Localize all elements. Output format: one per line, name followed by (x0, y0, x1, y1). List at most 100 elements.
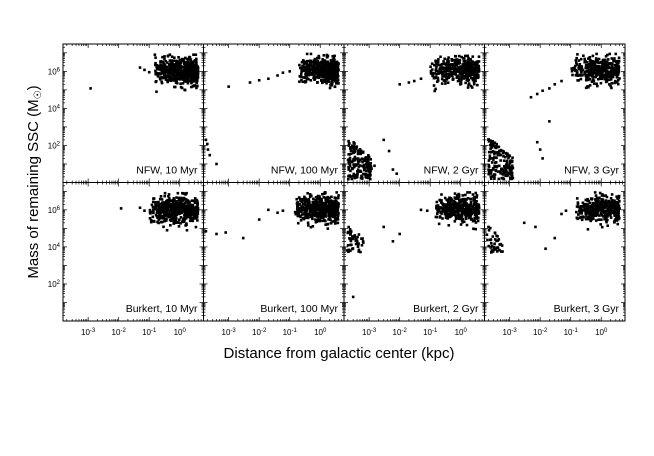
scatter-point-core (355, 237, 358, 241)
scatter-point-outlier (138, 206, 142, 210)
scatter-point (303, 69, 307, 73)
scatter-point-core (353, 149, 357, 153)
scatter-point-outlier (373, 164, 376, 168)
scatter-point (300, 208, 304, 211)
scatter-point (192, 53, 195, 56)
scatter-points (204, 52, 340, 166)
scatter-point (322, 201, 325, 205)
scatter-point (329, 77, 333, 81)
scatter-point (463, 201, 467, 204)
scatter-point (323, 71, 327, 74)
scatter-point (309, 62, 312, 65)
scatter-point (576, 53, 579, 56)
scatter-point-core (495, 142, 499, 146)
scatter-point (189, 58, 192, 62)
scatter-point (464, 193, 467, 197)
scatter-point (608, 203, 612, 206)
scatter-point (580, 68, 584, 71)
scatter-point (595, 196, 599, 200)
scatter-point (614, 212, 617, 215)
scatter-point (305, 75, 308, 78)
scatter-point (184, 216, 187, 220)
scatter-point (322, 64, 326, 67)
scatter-point (322, 204, 326, 207)
scatter-point (319, 67, 322, 70)
scatter-point-core (363, 168, 366, 172)
scatter-point (472, 61, 475, 64)
scatter-point (594, 201, 598, 204)
scatter-point (298, 80, 301, 83)
scatter-point (168, 218, 172, 222)
scatter-point-core (361, 150, 364, 154)
scatter-point (445, 210, 449, 214)
scatter-point-core (510, 160, 514, 164)
scatter-point-outlier (544, 247, 547, 251)
scatter-point (163, 219, 166, 223)
scatter-point (606, 224, 609, 228)
scatter-point (333, 205, 337, 208)
scatter-point-core (366, 166, 370, 169)
scatter-point (179, 222, 182, 225)
scatter-point-core (496, 145, 499, 149)
scatter-point (598, 214, 601, 217)
scatter-point (474, 191, 478, 195)
scatter-point (191, 80, 194, 83)
scatter-point (321, 62, 325, 66)
scatter-point (169, 67, 172, 70)
scatter-point (446, 203, 449, 207)
scatter-points (345, 191, 481, 299)
scatter-point-outlier (538, 148, 542, 151)
scatter-point (305, 72, 309, 76)
scatter-point (319, 62, 322, 66)
scatter-point-core (349, 249, 352, 253)
scatter-point (177, 62, 181, 66)
scatter-point (330, 195, 333, 199)
scatter-point-core (505, 174, 509, 177)
scatter-point-core (366, 176, 370, 180)
scatter-point-outlier (241, 236, 245, 240)
scatter-point (457, 194, 461, 197)
panel-label: Burkert, 100 Myr (260, 303, 338, 315)
scatter-point (616, 215, 620, 218)
scatter-point (321, 206, 324, 210)
scatter-point (177, 202, 181, 205)
scatter-point (460, 78, 463, 82)
scatter-point (454, 69, 458, 72)
scatter-point (445, 60, 449, 64)
scatter-point (185, 209, 188, 212)
scatter-point-outlier (398, 232, 401, 236)
scatter-point (172, 201, 175, 204)
scatter-point (586, 197, 589, 201)
scatter-point-core (364, 175, 368, 179)
x-tick-label: 10-2 (533, 328, 548, 337)
scatter-point (301, 65, 305, 69)
scatter-point-core (507, 156, 510, 160)
scatter-point (196, 207, 200, 210)
scatter-point (575, 56, 578, 60)
scatter-point (316, 80, 319, 84)
scatter-point (186, 201, 190, 205)
scatter-point (445, 76, 448, 80)
scatter-point (594, 213, 597, 216)
scatter-point (455, 58, 459, 61)
scatter-point (173, 63, 176, 66)
scatter-point (160, 81, 164, 85)
scatter-point (331, 78, 334, 82)
scatter-point (433, 63, 436, 67)
scatter-point (159, 195, 163, 198)
scatter-point (616, 201, 620, 205)
scatter-point (162, 208, 165, 212)
scatter-point (174, 211, 178, 215)
scatter-point-core (487, 229, 491, 232)
scatter-point (444, 63, 448, 66)
scatter-point (313, 202, 317, 206)
scatter-point (457, 195, 461, 199)
scatter-point (457, 211, 460, 215)
scatter-point (452, 70, 456, 73)
scatter-point (337, 194, 340, 197)
scatter-point-outlier (267, 77, 270, 81)
scatter-point (173, 199, 176, 202)
scatter-point (178, 78, 182, 81)
scatter-point (453, 220, 457, 223)
scatter-point (592, 63, 596, 67)
